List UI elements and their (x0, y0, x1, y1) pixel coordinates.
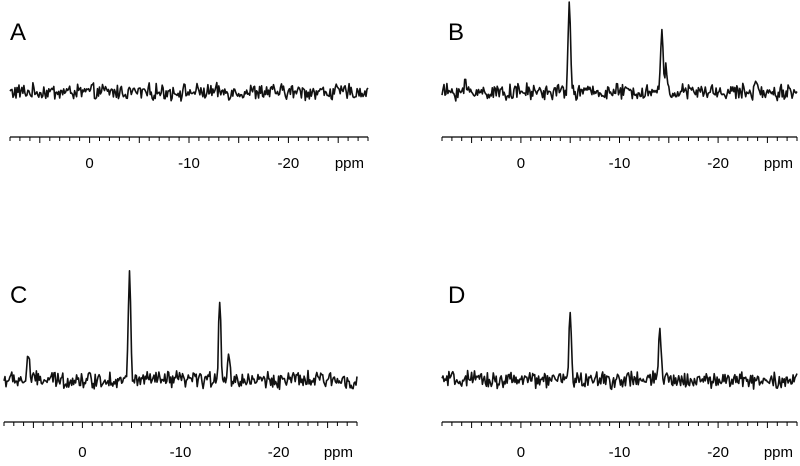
x-tick-label: 0 (78, 444, 86, 461)
panel-label: B (448, 19, 464, 46)
axis-unit-label: ppm (324, 444, 353, 461)
x-tick-label: 0 (85, 155, 93, 172)
x-tick-label: -20 (707, 155, 729, 172)
panel-c: C 0 -10 -20 ppm (3, 269, 358, 461)
x-tick-label: -20 (707, 444, 729, 461)
x-tick-label: -20 (268, 444, 290, 461)
spectrum-trace (3, 269, 358, 391)
x-tick-label: -10 (178, 155, 200, 172)
axis-unit-label: ppm (335, 155, 364, 172)
spectrum-trace (9, 81, 369, 102)
x-tick-label: 0 (517, 155, 525, 172)
x-tick-label: -20 (278, 155, 300, 172)
panel-label: C (10, 282, 27, 309)
x-tick-label: 0 (517, 444, 525, 461)
panel-b: B 0 -10 -20 ppm (441, 1, 798, 172)
x-tick-label: -10 (609, 444, 631, 461)
panel-a: A 0 -10 -20 ppm (9, 19, 369, 172)
x-tick-label: -10 (609, 155, 631, 172)
axis-unit-label: ppm (764, 444, 793, 461)
panel-label: D (448, 282, 465, 309)
panel-d: D 0 -10 -20 ppm (441, 282, 798, 461)
axis-unit-label: ppm (764, 155, 793, 172)
spectrum-trace (441, 311, 798, 391)
x-tick-label: -10 (170, 444, 192, 461)
spectrum-trace (441, 1, 798, 102)
panel-label: A (10, 19, 26, 46)
